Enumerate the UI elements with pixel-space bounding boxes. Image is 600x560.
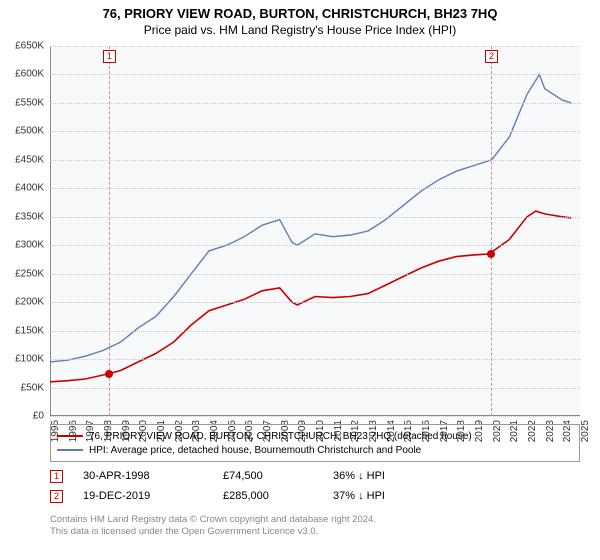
gridline-h (50, 160, 580, 161)
chart-title: 76, PRIORY VIEW ROAD, BURTON, CHRISTCHUR… (0, 6, 600, 21)
event-dot (487, 250, 495, 258)
gridline-h (50, 46, 580, 47)
y-tick-label: £0 (0, 411, 44, 422)
title-block: 76, PRIORY VIEW ROAD, BURTON, CHRISTCHUR… (0, 0, 600, 39)
y-tick-label: £350K (0, 211, 44, 222)
event-price-1: £74,500 (223, 470, 313, 482)
gridline-h (50, 302, 580, 303)
y-tick-label: £550K (0, 97, 44, 108)
gridline-h (50, 274, 580, 275)
event-date-1: 30-APR-1998 (83, 470, 203, 482)
y-tick-label: £250K (0, 268, 44, 279)
gridline-h (50, 331, 580, 332)
y-tick-label: £500K (0, 126, 44, 137)
legend-item-property: 76, PRIORY VIEW ROAD, BURTON, CHRISTCHUR… (57, 429, 573, 443)
event-line (109, 46, 110, 416)
event-pct-1: 36% ↓ HPI (333, 470, 453, 482)
gridline-h (50, 131, 580, 132)
series-line-hpi (50, 75, 571, 362)
gridline-h (50, 188, 580, 189)
event-date-2: 19-DEC-2019 (83, 490, 203, 502)
event-line (491, 46, 492, 416)
chart-area: £0£50K£100K£150K£200K£250K£300K£350K£400… (50, 46, 580, 416)
event-row-2: 2 19-DEC-2019 £285,000 37% ↓ HPI (50, 486, 580, 506)
event-price-2: £285,000 (223, 490, 313, 502)
gridline-h (50, 416, 580, 417)
y-tick-label: £600K (0, 69, 44, 80)
gridline-h (50, 388, 580, 389)
y-tick-label: £100K (0, 354, 44, 365)
y-tick-label: £400K (0, 183, 44, 194)
chart-subtitle: Price paid vs. HM Land Registry's House … (0, 23, 600, 37)
y-tick-label: £300K (0, 240, 44, 251)
legend-label-hpi: HPI: Average price, detached house, Bour… (89, 445, 421, 456)
event-box: 1 (103, 50, 116, 63)
x-tick-label: 2025 (580, 420, 591, 442)
events-table: 1 30-APR-1998 £74,500 36% ↓ HPI 2 19-DEC… (50, 466, 580, 506)
gridline-h (50, 74, 580, 75)
legend: 76, PRIORY VIEW ROAD, BURTON, CHRISTCHUR… (50, 424, 580, 462)
event-marker-1: 1 (50, 470, 63, 483)
y-tick-label: £200K (0, 297, 44, 308)
y-tick-label: £650K (0, 41, 44, 52)
event-row-1: 1 30-APR-1998 £74,500 36% ↓ HPI (50, 466, 580, 486)
event-pct-2: 37% ↓ HPI (333, 490, 453, 502)
legend-swatch-property (57, 435, 83, 437)
footer-line-1: Contains HM Land Registry data © Crown c… (50, 514, 580, 526)
gridline-h (50, 245, 580, 246)
gridline-h (50, 359, 580, 360)
footer-attribution: Contains HM Land Registry data © Crown c… (50, 514, 580, 539)
legend-swatch-hpi (57, 449, 83, 451)
gridline-h (50, 103, 580, 104)
gridline-h (50, 217, 580, 218)
legend-item-hpi: HPI: Average price, detached house, Bour… (57, 443, 573, 457)
event-box: 2 (485, 50, 498, 63)
y-tick-label: £450K (0, 154, 44, 165)
legend-label-property: 76, PRIORY VIEW ROAD, BURTON, CHRISTCHUR… (89, 431, 472, 442)
y-tick-label: £50K (0, 382, 44, 393)
event-dot (105, 370, 113, 378)
footer-line-2: This data is licensed under the Open Gov… (50, 526, 580, 538)
y-tick-label: £150K (0, 325, 44, 336)
line-plot-svg (50, 46, 580, 416)
event-marker-2: 2 (50, 490, 63, 503)
